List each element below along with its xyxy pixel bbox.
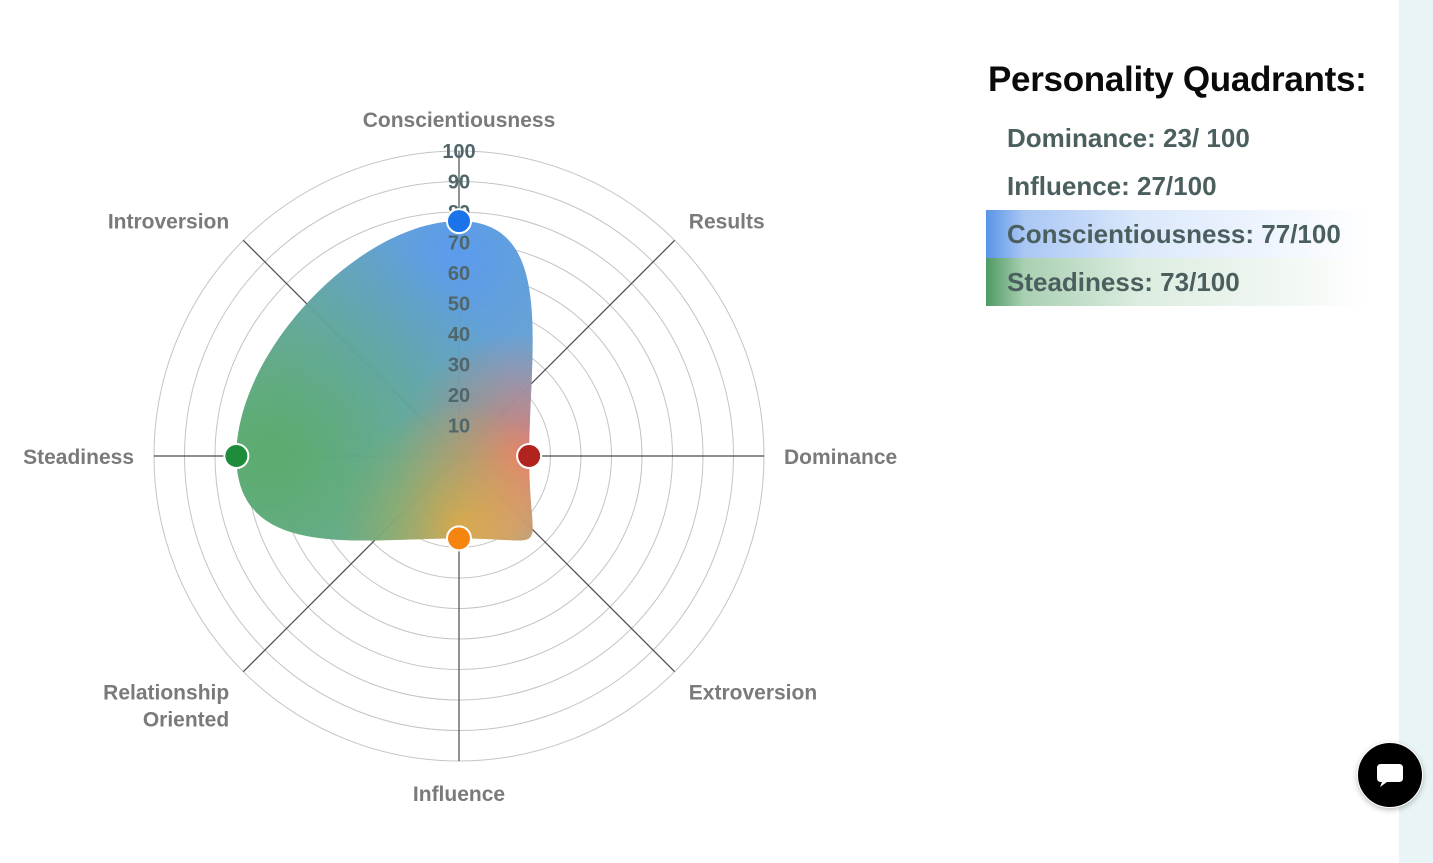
score-area — [236, 221, 533, 541]
tick-label-30: 30 — [448, 355, 470, 377]
legend-item-dominance: Dominance: 23/ 100 — [1007, 123, 1250, 153]
score-area-fill — [236, 221, 533, 541]
axis-labels: Conscientiousness Results Dominance Extrove… — [23, 109, 897, 806]
axis-label-relationship-oriented: Relationship Oriented — [103, 681, 229, 731]
axis-label-dominance: Dominance — [784, 446, 897, 469]
radial-tick-labels: 102030405060708090100 — [442, 141, 475, 438]
legend-title: Personality Quadrants: — [988, 60, 1367, 99]
marker-conscientiousness — [446, 208, 472, 235]
marker-steadiness — [223, 443, 250, 469]
axis-label-steadiness: Steadiness — [23, 446, 134, 469]
tick-label-90: 90 — [448, 172, 470, 194]
legend-item-conscientiousness: Conscientiousness: 77/100 — [986, 210, 1367, 258]
marker-dominance — [516, 443, 543, 469]
chat-bubble-icon — [1377, 764, 1403, 787]
right-scroll-strip — [1399, 0, 1433, 863]
personality-legend: Personality Quadrants: Dominance: 23/ 10… — [986, 60, 1386, 306]
tick-label-60: 60 — [448, 263, 470, 285]
legend-item-steadiness: Steadiness: 73/100 — [986, 258, 1367, 306]
tick-label-10: 10 — [448, 416, 470, 438]
axis-label-introversion: Introversion — [108, 211, 229, 234]
radar-chart: 102030405060708090100 ConscientiousnessR… — [23, 109, 897, 806]
chat-button[interactable] — [1357, 742, 1423, 808]
tick-label-50: 50 — [448, 294, 470, 316]
axis-label-results: Results — [689, 211, 765, 234]
tick-label-70: 70 — [448, 233, 470, 255]
tick-label-100: 100 — [442, 141, 475, 163]
axis-label-extroversion: Extroversion — [689, 681, 817, 704]
score-markers — [223, 208, 543, 552]
area-tint-steadiness — [236, 221, 526, 541]
legend-item-influence: Influence: 27/100 — [1007, 171, 1217, 201]
marker-influence — [446, 525, 472, 552]
axis-label-conscientiousness: Conscientiousness — [363, 109, 556, 132]
tick-label-20: 20 — [448, 385, 470, 407]
axis-label-influence: Influence — [413, 783, 505, 806]
tick-label-40: 40 — [448, 324, 470, 346]
